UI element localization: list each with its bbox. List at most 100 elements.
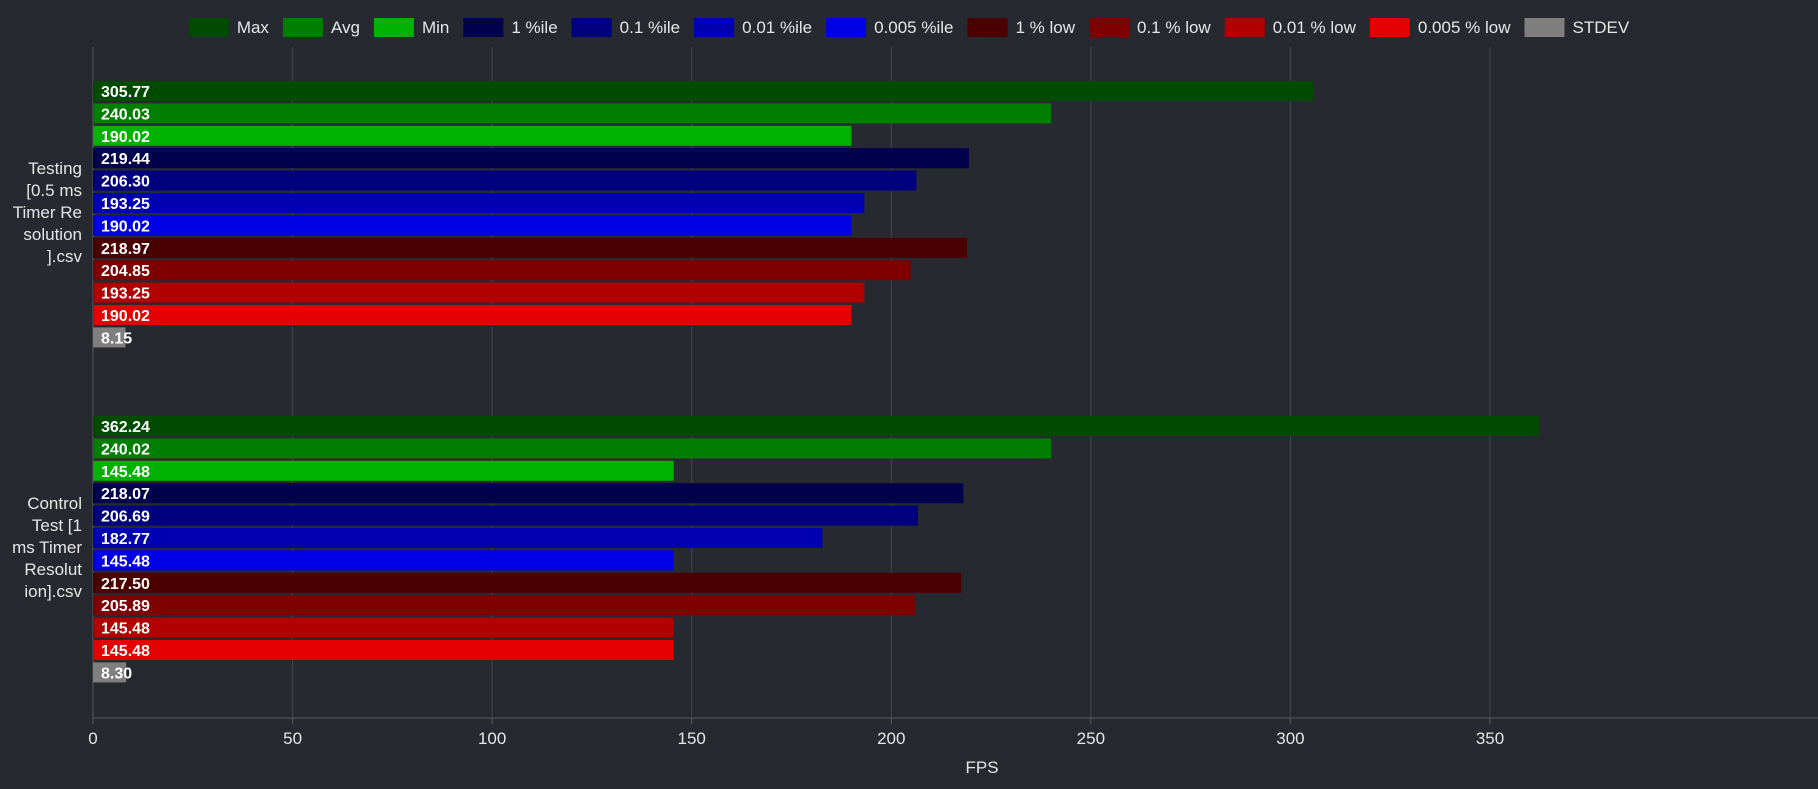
legend-label: 0.005 %ile bbox=[874, 18, 953, 37]
legend-swatch bbox=[373, 18, 414, 37]
tick-label: 300 bbox=[1276, 729, 1304, 748]
data-label: 190.02 bbox=[101, 308, 150, 325]
gridlines bbox=[92, 47, 1818, 719]
data-label: 190.02 bbox=[101, 218, 150, 235]
data-label: 193.25 bbox=[101, 196, 150, 213]
category-label: Testing [0.5 ms Timer Re solution].csv bbox=[13, 159, 83, 266]
bar bbox=[93, 505, 918, 526]
data-label: 204.85 bbox=[101, 263, 150, 280]
bar bbox=[93, 260, 911, 281]
category-label: Control Test [1 ms Timer Resolut ion].csv bbox=[12, 494, 82, 601]
legend-item: 0.1 % low bbox=[1089, 18, 1211, 37]
data-label: 182.77 bbox=[101, 531, 150, 548]
legend-item: Max bbox=[188, 18, 270, 37]
data-label: 206.30 bbox=[101, 174, 150, 191]
bar bbox=[93, 282, 865, 303]
legend-swatch bbox=[694, 18, 735, 37]
category-label-line: ion].csv bbox=[24, 582, 82, 601]
legend-label: 0.1 % low bbox=[1137, 18, 1211, 37]
y-axis: Testing [0.5 ms Timer Re solution].csv Contr… bbox=[12, 159, 82, 601]
legend-label: STDEV bbox=[1573, 18, 1630, 37]
bar bbox=[93, 103, 1052, 124]
tick-label: 350 bbox=[1476, 729, 1504, 748]
data-label: 205.89 bbox=[101, 598, 150, 615]
legend-label: Min bbox=[422, 18, 449, 37]
bar bbox=[93, 617, 674, 638]
bar bbox=[93, 305, 852, 325]
data-label: 206.69 bbox=[101, 509, 150, 526]
data-label: 217.50 bbox=[101, 576, 150, 593]
bar bbox=[93, 640, 674, 660]
data-label: 145.48 bbox=[101, 553, 150, 570]
data-label: 240.02 bbox=[101, 441, 150, 458]
data-label: 8.15 bbox=[101, 330, 132, 347]
bar bbox=[93, 125, 852, 146]
bar bbox=[93, 81, 1314, 101]
x-axis-title: FPS bbox=[965, 758, 998, 777]
legend-label: Avg bbox=[331, 18, 360, 37]
bars bbox=[93, 81, 1539, 683]
category-label-line: Timer Re bbox=[13, 203, 82, 222]
category-label-line: Testing bbox=[28, 159, 82, 178]
legend-item: 0.01 % low bbox=[1224, 18, 1357, 37]
legend-label: 0.005 % low bbox=[1418, 18, 1511, 37]
data-label: 8.30 bbox=[101, 665, 132, 682]
legend-label: 0.01 %ile bbox=[742, 18, 812, 37]
category-label-line: [0.5 ms bbox=[26, 181, 82, 200]
category-label-line: Resolut bbox=[24, 560, 82, 579]
data-label: 193.25 bbox=[101, 286, 150, 303]
legend-item: 1 % low bbox=[967, 18, 1076, 37]
category-label-line: Test [1 bbox=[32, 516, 82, 535]
legend-item: 0.01 %ile bbox=[694, 18, 812, 37]
tick-label: 0 bbox=[88, 729, 97, 748]
legend-label: 0.01 % low bbox=[1273, 18, 1357, 37]
data-label: 145.48 bbox=[101, 464, 150, 481]
legend-item: 0.005 % low bbox=[1369, 18, 1511, 37]
legend-swatch bbox=[1369, 18, 1410, 37]
tick-label: 50 bbox=[283, 729, 302, 748]
legend-label: 1 % low bbox=[1015, 18, 1075, 37]
bar bbox=[93, 237, 968, 258]
data-label: 145.48 bbox=[101, 643, 150, 660]
legend-label: Max bbox=[237, 18, 270, 37]
category-label-line: ].csv bbox=[47, 247, 82, 266]
bar bbox=[93, 148, 969, 169]
legend-swatch bbox=[1524, 18, 1565, 37]
data-label: 305.77 bbox=[101, 84, 150, 101]
bar bbox=[93, 483, 964, 504]
tick-label: 200 bbox=[877, 729, 905, 748]
bar bbox=[93, 460, 674, 481]
bar bbox=[93, 416, 1539, 436]
category-label-line: ms Timer bbox=[12, 538, 82, 557]
legend: Max Avg Min 1 %ile 0.1 %ile 0.01 %ile 0.005 %i… bbox=[188, 18, 1630, 37]
x-axis: 0 50 100 150 200 250 300 350 bbox=[88, 718, 1504, 748]
bar bbox=[93, 572, 962, 593]
bar bbox=[93, 438, 1052, 459]
legend-item: 1 %ile bbox=[463, 18, 558, 37]
bar bbox=[93, 528, 823, 548]
bar bbox=[93, 595, 915, 616]
legend-item: Avg bbox=[282, 18, 360, 37]
data-label: 362.24 bbox=[101, 419, 150, 436]
bar bbox=[93, 215, 852, 236]
legend-item: STDEV bbox=[1524, 18, 1630, 37]
tick-label: 150 bbox=[678, 729, 706, 748]
data-label: 219.44 bbox=[101, 151, 150, 168]
legend-item: 0.1 %ile bbox=[571, 18, 680, 37]
bar bbox=[93, 193, 865, 213]
legend-swatch bbox=[826, 18, 867, 37]
legend-item: Min bbox=[373, 18, 449, 37]
data-label: 145.48 bbox=[101, 621, 150, 638]
legend-swatch bbox=[282, 18, 323, 37]
legend-label: 0.1 %ile bbox=[620, 18, 680, 37]
legend-label: 1 %ile bbox=[511, 18, 557, 37]
legend-swatch bbox=[967, 18, 1008, 37]
legend-swatch bbox=[188, 18, 229, 37]
value-labels: 305.77 240.03 190.02 219.44 206.30 193.25 190.… bbox=[101, 84, 150, 682]
data-label: 240.03 bbox=[101, 106, 150, 123]
category-label-line: Control bbox=[27, 494, 82, 513]
legend-swatch bbox=[1224, 18, 1265, 37]
data-label: 190.02 bbox=[101, 129, 150, 146]
